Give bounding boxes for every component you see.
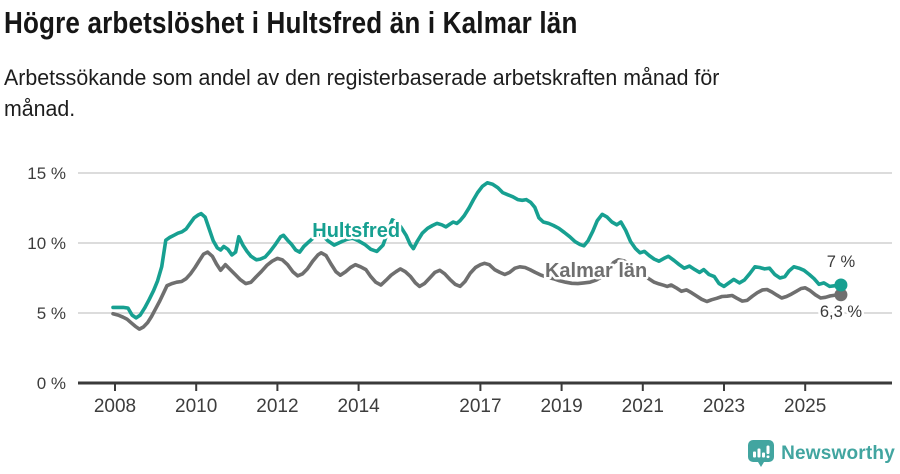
x-tick-label-2025: 2025 [784, 396, 826, 417]
y-tick-label-15: 15 % [27, 164, 66, 183]
series-end-dot-kalmar-l-n [834, 288, 848, 302]
x-tick-label-2008: 2008 [94, 396, 136, 417]
newsworthy-bars-icon [748, 440, 775, 467]
newsworthy-logo[interactable]: Newsworthy [748, 440, 895, 467]
series-end-dot-hultsfred [834, 278, 848, 292]
x-tick-label-2010: 2010 [175, 396, 217, 417]
x-tick-label-2023: 2023 [703, 396, 745, 417]
newsworthy-wordmark: Newsworthy [781, 442, 895, 464]
page-subtitle: Arbetssökande som andel av den registerb… [4, 62, 719, 124]
subtitle-line-2: månad. [4, 96, 76, 121]
series-label-kalmar-l-n: Kalmar län [545, 260, 647, 282]
y-tick-label-10: 10 % [27, 234, 66, 253]
y-tick-label-5: 5 % [37, 304, 66, 323]
end-value-label-1: 6,3 % [820, 303, 863, 321]
subtitle-line-1: Arbetssökande som andel av den registerb… [4, 65, 720, 90]
x-tick-label-2014: 2014 [337, 396, 380, 417]
series-line-kalmar-l-n [111, 250, 843, 331]
x-tick-label-2012: 2012 [256, 396, 298, 417]
x-tick-label-2019: 2019 [540, 396, 582, 417]
y-tick-label-0: 0 % [37, 374, 66, 393]
page-title: Högre arbetslöshet i Hultsfred än i Kalm… [4, 5, 578, 40]
end-value-label-0: 7 % [827, 253, 856, 271]
series-line-hultsfred [111, 181, 843, 320]
series-label-hultsfred: Hultsfred [312, 220, 400, 242]
x-tick-label-2021: 2021 [622, 396, 664, 417]
x-tick-label-2017: 2017 [459, 396, 501, 417]
